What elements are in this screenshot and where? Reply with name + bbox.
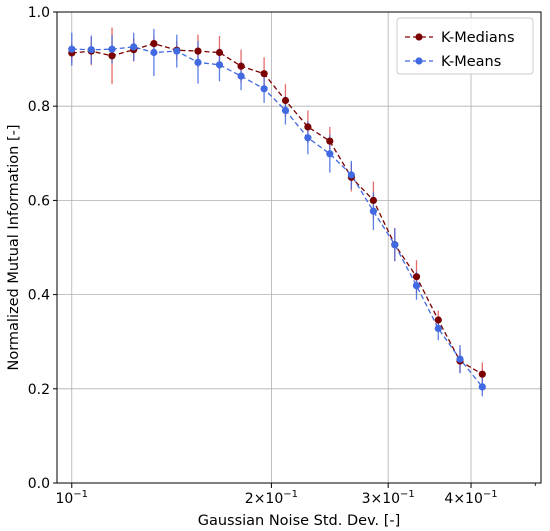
x-tick-label-base: 2×10 [245,491,283,507]
x-tick-label-base: 3×10 [362,491,400,507]
point-k-medians [369,196,377,204]
point-k-medians [478,370,486,378]
x-tick-label: 3×10−1 [362,489,415,507]
y-ticks: 0.0 0.2 0.4 0.6 0.8 1.0 [28,5,57,492]
y-tick-label: 0.2 [28,382,50,398]
point-k-means [412,282,421,290]
x-tick-label-exponent: −1 [400,489,415,500]
point-k-means [215,61,224,69]
point-k-means [68,45,76,53]
data-points [68,40,486,391]
legend-label: K-Means [441,54,501,70]
x-tick-label-exponent: −1 [73,489,88,500]
legend-marker [415,57,423,65]
point-k-medians [412,273,421,281]
y-tick-label: 0.6 [28,193,50,209]
point-k-means [347,171,355,179]
x-tick-label-base: 10 [55,491,73,507]
point-k-means [260,85,268,93]
point-k-means [194,58,202,66]
point-k-means [173,47,181,55]
point-k-means [478,383,486,391]
x-tick-label-exponent: −1 [483,489,498,500]
y-tick-label: 0.4 [28,288,50,304]
point-k-means [326,150,334,158]
point-k-means [108,45,116,53]
point-k-means [130,43,138,51]
point-k-means [391,241,399,249]
y-tick-label: 0.0 [28,476,50,492]
grid [57,11,541,484]
point-k-medians [260,70,268,78]
x-tick-label-base: 4×10 [444,491,482,507]
x-tick-label: 4×10−1 [444,489,497,507]
point-k-means [87,46,95,54]
x-axis-label: Gaussian Noise Std. Dev. [-] [198,513,401,529]
y-axis-label: Normalized Mutual Information [-] [6,124,22,370]
error-bars [71,27,483,397]
point-k-medians [326,137,334,145]
line-k-medians [71,42,483,375]
point-k-means [456,355,464,363]
point-k-medians [237,62,245,70]
plot-frame [56,11,542,484]
point-k-medians [304,123,312,131]
legend-box [396,17,534,75]
point-k-means [150,48,158,57]
legend-marker [415,33,423,41]
point-k-means [281,106,290,114]
legend-label: K-Medians [441,30,515,46]
point-k-medians [434,316,442,324]
legend: K-Medians K-Means [396,17,534,75]
point-k-means [369,207,377,215]
x-tick-label: 10−1 [55,489,88,507]
point-k-medians [150,40,158,48]
series-lines [71,42,483,388]
x-tick-label-exponent: −1 [283,489,298,500]
point-k-means [434,324,442,333]
x-tick-label: 2×10−1 [245,489,298,507]
line-k-means [71,46,483,388]
x-ticks: 10−1 2×10−1 3×10−1 4×10−1 [55,483,536,507]
point-k-medians [194,47,202,55]
point-k-medians [215,48,224,57]
y-tick-label: 0.8 [28,99,50,115]
y-tick-label: 1.0 [28,5,50,21]
point-k-medians [281,96,290,105]
point-k-medians [108,52,116,60]
point-k-means [304,134,312,142]
point-k-means [237,72,245,80]
